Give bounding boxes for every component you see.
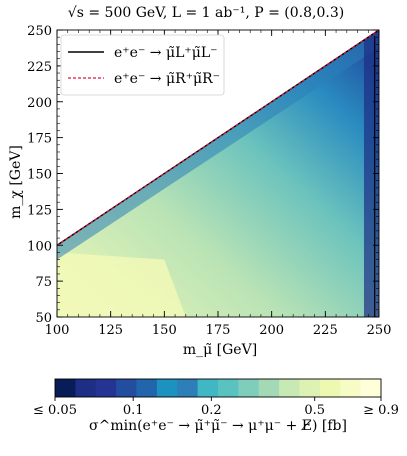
colorbar-tick-label: ≤ 0.05: [33, 403, 77, 418]
legend: e⁺e⁻ → μ̃L⁺μ̃L⁻ e⁺e⁻ → μ̃R⁺μ̃R⁻: [60, 34, 225, 96]
colorbar-tick-label: 0.2: [201, 403, 222, 418]
legend-label-left: e⁺e⁻ → μ̃L⁺μ̃L⁻: [114, 45, 218, 61]
y-tick-label: 125: [27, 203, 52, 218]
colorbar-segment: [177, 379, 199, 397]
heatmap-region-high: [57, 252, 186, 317]
colorbar-segment: [340, 379, 362, 397]
y-tick-label: 100: [27, 239, 52, 254]
y-axis-label: m_χ [GeV]: [8, 145, 24, 219]
x-tick-label: 250: [367, 323, 392, 338]
legend-label-right: e⁺e⁻ → μ̃R⁺μ̃R⁻: [114, 71, 220, 87]
colorbar-tick-label: 0.5: [304, 403, 325, 418]
x-axis-label: m_μ̃ [GeV]: [183, 342, 257, 358]
colorbar-tick-label: ≥ 0.9: [363, 403, 399, 418]
colorbar-segment: [116, 379, 137, 397]
y-tick-label: 225: [27, 60, 52, 75]
heatmap-region-edge: [57, 30, 379, 260]
legend-box: [60, 34, 225, 96]
axis-ticks: 100 125 150 175 200 225 250 50 75 100 125 150 175 200…: [27, 24, 391, 338]
y-tick-label: 250: [27, 24, 52, 39]
colorbar-segment: [136, 379, 158, 397]
colorbar-segment: [218, 379, 239, 397]
colorbar-segment: [156, 379, 178, 397]
series-line-1: [56, 29, 380, 246]
x-tick-label: 225: [313, 323, 338, 338]
colorbar-segment: [55, 379, 76, 397]
series-lines: [56, 29, 380, 317]
y-tick-label: 200: [27, 96, 52, 111]
colorbar-segment: [238, 379, 260, 397]
colorbar: ≤ 0.05 0.1 0.2 0.5 ≥ 0.9: [33, 378, 399, 418]
colorbar-segment: [319, 379, 341, 397]
colorbar-segment: [75, 379, 97, 397]
colorbar-frame: [54, 378, 382, 398]
x-tick-label: 200: [259, 323, 284, 338]
y-tick-label: 150: [27, 168, 52, 183]
y-tick-label: 75: [35, 275, 52, 290]
colorbar-segment: [279, 379, 300, 397]
x-tick-label: 150: [152, 323, 177, 338]
chart-title: √s = 500 GeV, L = 1 ab⁻¹, P = (0.8,0.3): [68, 5, 344, 21]
x-tick-label: 175: [206, 323, 231, 338]
colorbar-segment: [360, 379, 382, 397]
heatmap-fill: [57, 30, 379, 317]
x-tick-label: 100: [45, 323, 70, 338]
y-tick-label: 50: [35, 311, 52, 326]
y-tick-label: 175: [27, 132, 52, 147]
heatmap-area: [57, 30, 379, 317]
colorbar-segment: [197, 379, 219, 397]
colorbar-segment: [299, 379, 321, 397]
colorbar-segment: [95, 379, 117, 397]
colorbar-label: σ^min(e⁺e⁻ → μ̃⁺μ̃⁻ → μ⁺μ⁻ + E̸) [fb]: [89, 418, 347, 434]
colorbar-segment: [258, 379, 280, 397]
colorbar-tick-label: 0.1: [123, 403, 144, 418]
x-tick-label: 125: [98, 323, 123, 338]
